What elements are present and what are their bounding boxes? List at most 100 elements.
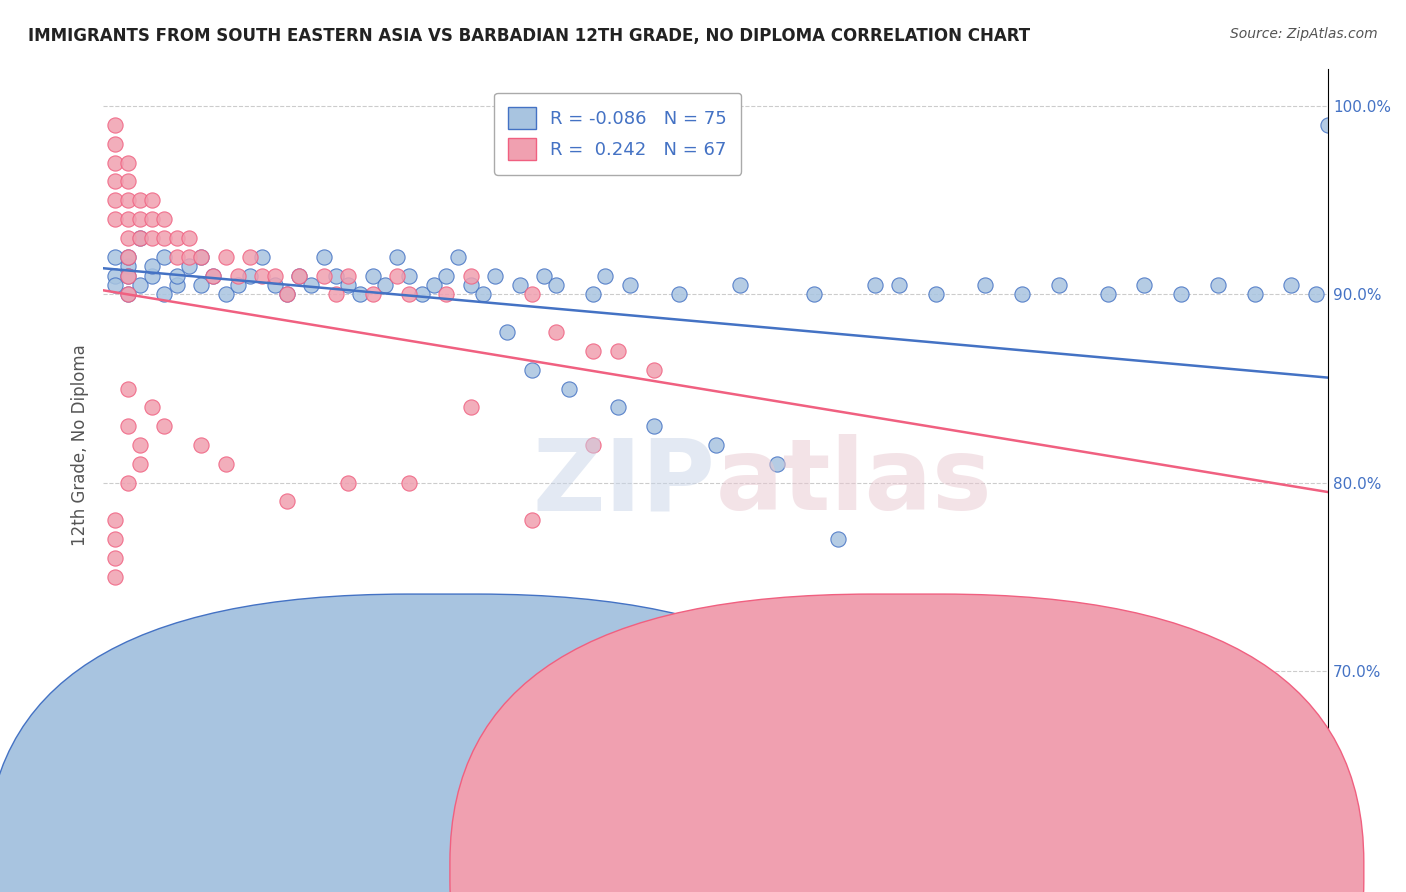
Point bbox=[520, 362, 543, 376]
Point bbox=[153, 250, 176, 264]
Point bbox=[606, 401, 628, 415]
Point bbox=[117, 419, 139, 434]
Point bbox=[411, 287, 433, 301]
Point bbox=[263, 277, 285, 292]
Point bbox=[398, 475, 420, 490]
Point bbox=[1133, 777, 1156, 791]
Point bbox=[117, 268, 139, 283]
Point bbox=[214, 250, 236, 264]
Point bbox=[202, 268, 225, 283]
Point bbox=[582, 287, 605, 301]
Point bbox=[606, 343, 628, 358]
Point bbox=[117, 155, 139, 169]
Point bbox=[1047, 277, 1070, 292]
Point bbox=[117, 268, 139, 283]
Point bbox=[128, 231, 150, 245]
Point bbox=[312, 268, 335, 283]
Point bbox=[557, 382, 579, 396]
Point bbox=[643, 419, 665, 434]
Point bbox=[104, 550, 127, 565]
Point bbox=[239, 250, 262, 264]
Point bbox=[177, 259, 200, 273]
Point bbox=[276, 287, 298, 301]
Point bbox=[312, 250, 335, 264]
Point bbox=[141, 194, 163, 208]
Point bbox=[202, 268, 225, 283]
Point bbox=[925, 287, 948, 301]
Point bbox=[460, 277, 482, 292]
Point bbox=[643, 362, 665, 376]
Point bbox=[325, 268, 347, 283]
Point bbox=[325, 287, 347, 301]
Point bbox=[104, 194, 127, 208]
Point bbox=[104, 513, 127, 527]
Point bbox=[1279, 277, 1302, 292]
Y-axis label: 12th Grade, No Diploma: 12th Grade, No Diploma bbox=[72, 344, 89, 546]
Point bbox=[398, 287, 420, 301]
Point bbox=[496, 325, 519, 339]
Point bbox=[141, 212, 163, 227]
Point bbox=[337, 268, 360, 283]
Point bbox=[276, 494, 298, 508]
Point bbox=[226, 277, 249, 292]
Text: Source: ZipAtlas.com: Source: ZipAtlas.com bbox=[1230, 27, 1378, 41]
Point bbox=[460, 268, 482, 283]
Point bbox=[104, 118, 127, 132]
Point bbox=[141, 259, 163, 273]
Point bbox=[226, 268, 249, 283]
Point bbox=[214, 287, 236, 301]
Point bbox=[153, 419, 176, 434]
Point bbox=[117, 194, 139, 208]
Point bbox=[153, 287, 176, 301]
Point bbox=[117, 287, 139, 301]
Text: IMMIGRANTS FROM SOUTH EASTERN ASIA VS BARBADIAN 12TH GRADE, NO DIPLOMA CORRELATI: IMMIGRANTS FROM SOUTH EASTERN ASIA VS BA… bbox=[28, 27, 1031, 45]
Point bbox=[1097, 287, 1119, 301]
Point bbox=[141, 231, 163, 245]
Point bbox=[117, 212, 139, 227]
Point bbox=[190, 438, 212, 452]
Point bbox=[166, 268, 188, 283]
Point bbox=[434, 287, 457, 301]
Point bbox=[385, 268, 408, 283]
Point bbox=[766, 457, 789, 471]
Point bbox=[104, 268, 127, 283]
Point bbox=[263, 268, 285, 283]
Point bbox=[104, 155, 127, 169]
Point bbox=[398, 268, 420, 283]
Point bbox=[153, 231, 176, 245]
Point bbox=[889, 277, 911, 292]
Point bbox=[827, 532, 849, 546]
Point bbox=[128, 212, 150, 227]
Point bbox=[177, 231, 200, 245]
Point bbox=[668, 287, 690, 301]
Point bbox=[533, 268, 555, 283]
Point bbox=[582, 343, 605, 358]
Point bbox=[520, 513, 543, 527]
Point bbox=[104, 532, 127, 546]
Point bbox=[1206, 277, 1229, 292]
Point bbox=[484, 268, 506, 283]
Point bbox=[704, 438, 727, 452]
Point bbox=[190, 250, 212, 264]
Point bbox=[1305, 287, 1327, 301]
Point bbox=[177, 250, 200, 264]
Point bbox=[447, 250, 470, 264]
Point bbox=[619, 277, 641, 292]
Point bbox=[471, 287, 494, 301]
Point bbox=[299, 277, 322, 292]
Point bbox=[141, 401, 163, 415]
Point bbox=[104, 136, 127, 151]
Point bbox=[128, 277, 150, 292]
Point bbox=[434, 268, 457, 283]
Point bbox=[166, 231, 188, 245]
Text: ZIP: ZIP bbox=[533, 434, 716, 531]
Point bbox=[582, 438, 605, 452]
Point bbox=[361, 287, 384, 301]
Point bbox=[1133, 277, 1156, 292]
Point bbox=[460, 401, 482, 415]
Point bbox=[153, 212, 176, 227]
Point bbox=[520, 287, 543, 301]
Point bbox=[190, 277, 212, 292]
Point bbox=[276, 287, 298, 301]
Text: Barbadians: Barbadians bbox=[969, 858, 1056, 872]
